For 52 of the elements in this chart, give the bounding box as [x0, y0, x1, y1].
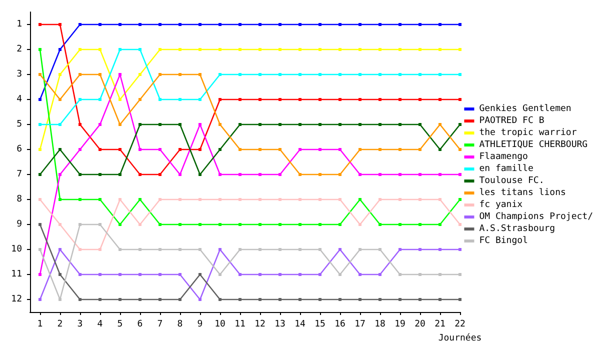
y-tick-label: 10	[11, 244, 22, 254]
legend-label: fc yanix	[479, 200, 524, 210]
x-tick-label: 3	[77, 320, 83, 330]
x-tick-label: 10	[214, 320, 226, 330]
x-tick-label: 1	[37, 320, 43, 330]
legend-label: PAOTRED FC B	[479, 116, 544, 126]
y-tick-label: 4	[16, 94, 22, 104]
line-series	[38, 48, 462, 126]
x-tick-label: 9	[197, 320, 203, 330]
line-series	[38, 73, 462, 276]
x-tick-label: 5	[117, 320, 123, 330]
x-tick-label: 2	[57, 320, 63, 330]
legend-label: Toulouse FC.	[479, 176, 544, 186]
legend-label: en famille	[479, 164, 534, 174]
x-tick-label: 21	[434, 320, 446, 330]
x-tick-label: 19	[394, 320, 406, 330]
line-series	[38, 23, 462, 176]
legend-label: A.S.Strasbourg	[479, 224, 556, 234]
line-series	[38, 48, 462, 151]
x-axis-title: Journées	[438, 332, 482, 344]
x-tick-label: 6	[137, 320, 143, 330]
x-tick-label: 14	[294, 320, 306, 330]
y-tick-label: 5	[16, 120, 22, 130]
x-tick-label: 8	[177, 320, 183, 330]
y-tick-label: 6	[16, 144, 22, 154]
x-tick-label: 15	[314, 320, 326, 330]
x-tick-label: 13	[274, 320, 286, 330]
x-tick-label: 7	[157, 320, 163, 330]
x-tick-label: 17	[354, 320, 366, 330]
legend-label: the tropic warrior	[479, 128, 578, 138]
y-tick-label: 2	[16, 44, 22, 54]
x-tick-label: 12	[254, 320, 266, 330]
legend-label: OM Champions Project/	[479, 212, 594, 222]
y-tick-label: 11	[11, 270, 22, 280]
x-tick-label: 20	[414, 320, 426, 330]
x-tick-label: 18	[374, 320, 386, 330]
legend-label: Flaamengo	[479, 152, 528, 162]
legend-label: ATHLETIQUE CHERBOURG	[479, 140, 588, 150]
legend-label: Genkies Gentlemen	[479, 104, 572, 114]
line-series	[38, 73, 462, 176]
x-tick-label: 11	[234, 320, 246, 330]
y-tick-label: 8	[16, 194, 22, 204]
legend-label: les titans lions	[479, 188, 566, 198]
y-tick-label: 12	[11, 294, 22, 304]
x-tick-label: 22	[454, 320, 466, 330]
x-tick-label: 16	[334, 320, 346, 330]
x-tick-label: 4	[97, 320, 103, 330]
y-tick-label: 1	[16, 20, 22, 30]
y-tick-label: 3	[16, 70, 22, 80]
y-tick-label: 9	[16, 220, 22, 230]
legend-label: FC Bingol	[479, 236, 528, 246]
y-tick-label: 7	[16, 170, 22, 180]
